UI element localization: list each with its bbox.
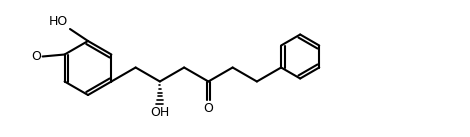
Text: O: O — [204, 102, 213, 115]
Text: OH: OH — [150, 105, 170, 119]
Text: HO: HO — [49, 15, 68, 28]
Text: O: O — [32, 50, 42, 63]
